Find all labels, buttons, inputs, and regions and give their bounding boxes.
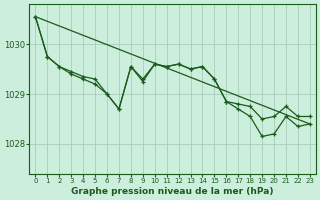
X-axis label: Graphe pression niveau de la mer (hPa): Graphe pression niveau de la mer (hPa) <box>71 187 274 196</box>
